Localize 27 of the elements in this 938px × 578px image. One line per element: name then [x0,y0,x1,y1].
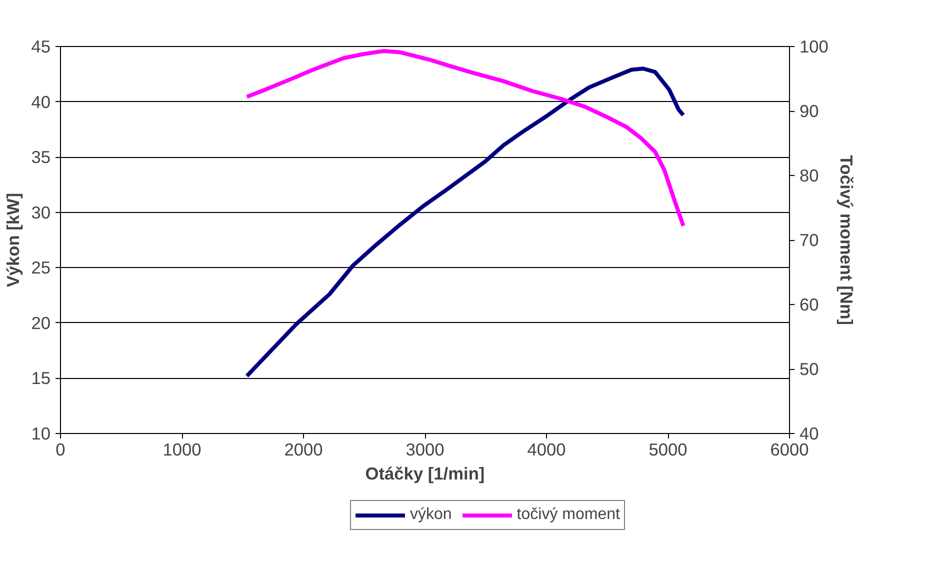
line-series [244,49,686,228]
y-tick-label: 35 [31,147,51,168]
x-tick-label: 4000 [527,440,566,460]
line-series [244,66,686,378]
y-tick-label: 25 [31,258,51,278]
x-tick-label: 5000 [648,440,688,460]
y2-tick-label: 90 [800,101,819,121]
x-tick-label: 3000 [406,440,444,460]
legend-label: výkon [410,506,452,524]
legend-label: točivý moment [516,506,620,524]
x-tick-label: 0 [56,440,66,460]
y-tick-label: 15 [31,368,51,388]
y2-axis-title: Točivý moment [Nm] [836,154,856,326]
y-tick-label: 45 [31,36,51,56]
y2-tick-label: 60 [800,294,819,314]
y2-tick-label: 50 [800,359,819,379]
y2-tick-label: 100 [800,36,828,56]
y-axis-title: Výkon [kW] [3,192,24,288]
y-tick-label: 30 [31,202,51,222]
x-tick-label: 2000 [284,440,323,460]
x-axis-title: Otáčky [1/min] [365,464,485,484]
y2-tick-label: 80 [800,166,819,186]
y-tick-label: 10 [31,424,51,444]
x-tick-label: 1000 [162,440,202,460]
y-tick-label: 20 [31,312,51,333]
y2-tick-label: 70 [800,230,819,250]
y-tick-label: 40 [31,92,51,112]
